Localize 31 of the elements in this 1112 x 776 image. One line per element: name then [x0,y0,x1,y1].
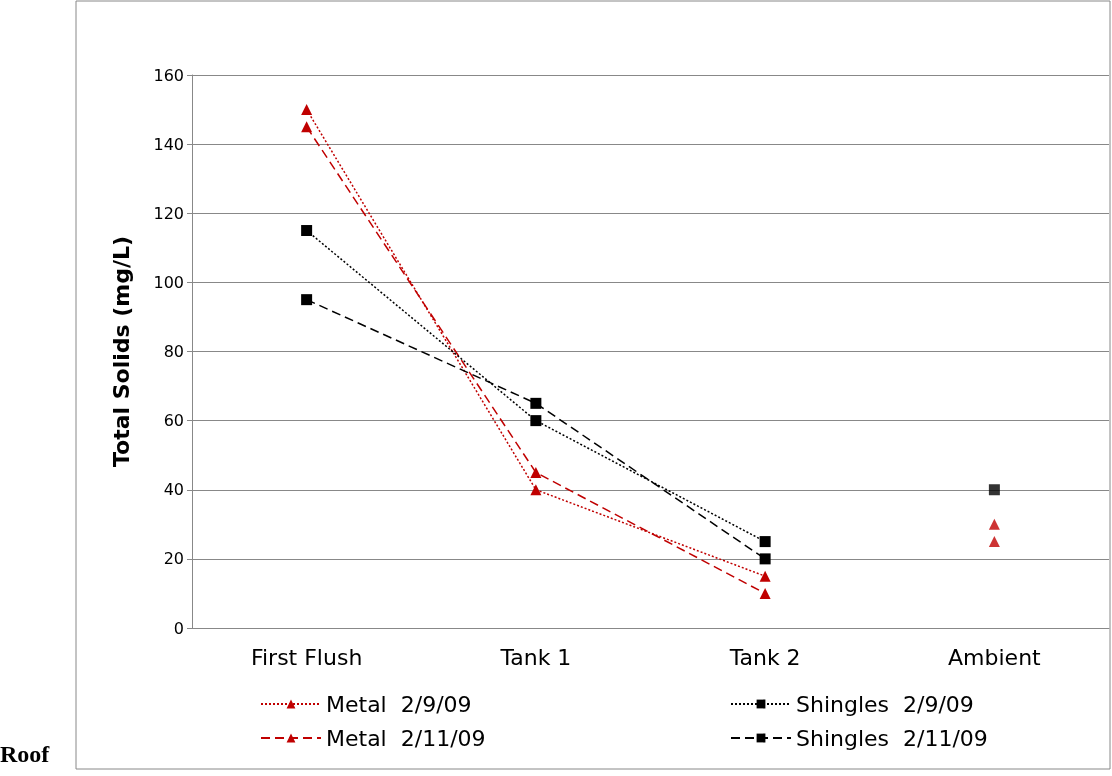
point [530,415,542,427]
point [759,570,771,582]
y-axis-title: Total Solids (mg/L) [108,235,134,468]
y-tick-label: 100 [153,272,184,292]
y-tick-label: 140 [153,134,184,154]
text: Roof [0,741,51,767]
x-tick-label: Tank 2 [728,644,801,670]
y-tick-label: 60 [163,411,184,431]
point [530,484,542,496]
x-tick-label: Tank 1 [499,644,572,670]
y-tick-label: 0 [173,618,184,638]
y-tick-label: 120 [153,203,184,223]
point [759,536,771,548]
point [301,294,313,306]
point [301,104,313,116]
legend-label: Shingles 2/11/09 [796,725,988,751]
y-tick-label: 20 [163,549,184,569]
x-tick-label: Ambient [948,644,1042,670]
legend-label: Metal 2/11/09 [326,725,486,751]
y-tick-label: 160 [153,65,184,85]
point [301,121,313,133]
point [301,225,313,237]
point [530,466,542,478]
y-tick-label: 40 [163,480,184,500]
legend-label: Shingles 2/9/09 [796,691,974,717]
point [530,397,542,409]
x-tick-label: First Flush [250,644,363,670]
legend-label: Metal 2/9/09 [326,691,472,717]
point [759,587,771,599]
point [759,553,771,565]
y-tick-label: 80 [163,342,184,361]
